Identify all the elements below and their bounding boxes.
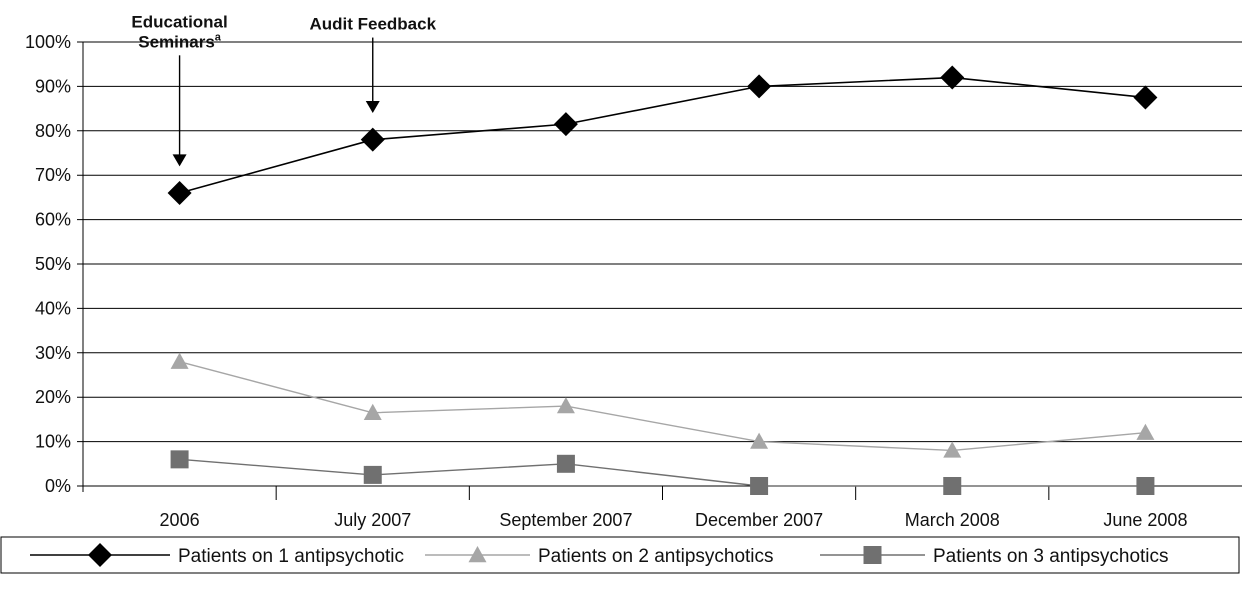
y-tick-label: 70% bbox=[35, 165, 71, 185]
data-point-square bbox=[556, 454, 575, 473]
legend-box bbox=[0, 536, 1240, 574]
x-tick-label: September 2007 bbox=[499, 510, 632, 530]
annotation-arrow-head bbox=[365, 101, 380, 114]
y-tick-label: 10% bbox=[35, 432, 71, 452]
grid-lines bbox=[77, 41, 1242, 492]
data-point-diamond bbox=[940, 65, 965, 90]
annotation-label: Audit Feedback bbox=[309, 15, 436, 34]
x-axis: 2006 July 2007 September 2007 December 2007… bbox=[160, 486, 1187, 530]
legend-label: Patients on 2 antipsychotics bbox=[538, 546, 774, 567]
data-point-triangle bbox=[556, 397, 575, 414]
series-triangle bbox=[170, 352, 1155, 458]
data-point-square bbox=[863, 546, 882, 564]
data-point-diamond bbox=[1133, 85, 1158, 110]
x-tick-label: June 2008 bbox=[1103, 510, 1187, 530]
data-point-triangle bbox=[1136, 423, 1155, 440]
annotation-label: Educational bbox=[131, 12, 227, 31]
data-point-diamond bbox=[167, 180, 192, 205]
y-tick-label: 60% bbox=[35, 210, 71, 230]
data-point-diamond bbox=[553, 112, 578, 137]
data-point-triangle bbox=[170, 352, 189, 369]
y-tick-label: 90% bbox=[35, 76, 71, 96]
y-tick-label: 30% bbox=[35, 343, 71, 363]
legend-entry: Patients on 2 antipsychotics bbox=[425, 546, 774, 567]
data-point-triangle bbox=[750, 432, 769, 449]
legend-entry: Patients on 3 antipsychotics bbox=[820, 546, 1169, 567]
series-line bbox=[179, 361, 1146, 452]
series-group bbox=[167, 65, 1158, 495]
y-tick-label: 40% bbox=[35, 298, 71, 318]
legend: Patients on 1 antipsychotic Patients on 2… bbox=[0, 536, 1240, 574]
annotation-superscript: a bbox=[215, 31, 222, 43]
data-point-square bbox=[363, 465, 382, 484]
data-point-diamond bbox=[747, 74, 772, 99]
data-point-diamond bbox=[88, 543, 112, 567]
data-point-square bbox=[170, 450, 189, 469]
data-point-triangle bbox=[363, 403, 382, 420]
y-tick-label: 100% bbox=[25, 32, 71, 52]
data-point-square bbox=[750, 477, 769, 495]
legend-entry: Patients on 1 antipsychotic bbox=[30, 543, 404, 567]
data-point-square bbox=[943, 477, 962, 495]
data-point-square bbox=[1136, 477, 1155, 495]
y-tick-label: 0% bbox=[45, 476, 71, 496]
y-tick-label: 20% bbox=[35, 387, 71, 407]
annotation-arrow-head bbox=[172, 154, 187, 167]
series-line bbox=[179, 76, 1146, 194]
data-point-diamond bbox=[360, 127, 385, 152]
data-point-triangle bbox=[468, 546, 487, 563]
y-tick-label: 50% bbox=[35, 254, 71, 274]
annotation-label: Seminarsa bbox=[138, 31, 222, 51]
x-tick-label: July 2007 bbox=[334, 510, 411, 530]
data-point-triangle bbox=[943, 441, 962, 458]
legend-label: Patients on 1 antipsychotic bbox=[178, 546, 404, 567]
annotation: Audit Feedback bbox=[309, 15, 437, 114]
x-tick-label: December 2007 bbox=[695, 510, 823, 530]
y-axis-tick-labels: 0% 10% 20% 30% 40% 50% 60% 70% 80% 90% 100% bbox=[25, 32, 71, 496]
x-tick-label: 2006 bbox=[160, 510, 200, 530]
legend-label: Patients on 3 antipsychotics bbox=[933, 546, 1169, 567]
series-diamond bbox=[167, 65, 1158, 205]
series-line bbox=[179, 458, 1146, 487]
y-tick-label: 80% bbox=[35, 121, 71, 141]
x-tick-label: March 2008 bbox=[905, 510, 1000, 530]
series-square bbox=[170, 450, 1155, 495]
